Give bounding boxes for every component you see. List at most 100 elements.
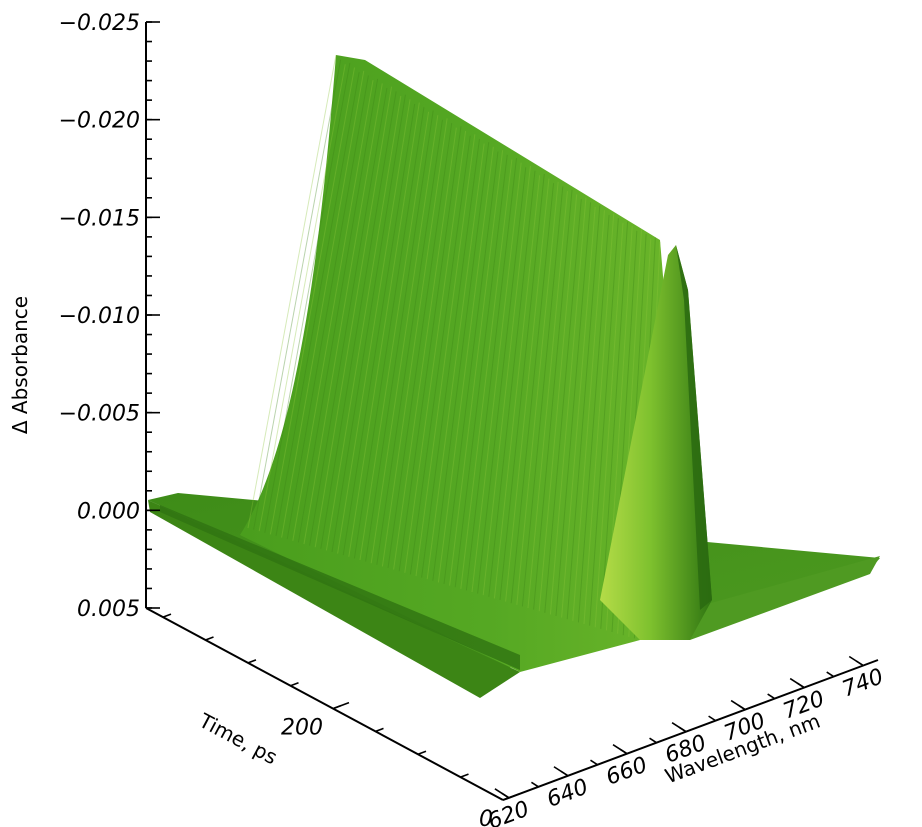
y-minor-tick <box>417 750 427 756</box>
surface-grid-line <box>348 102 420 557</box>
y-tick-label: 200 <box>281 716 323 741</box>
surface-grid-line <box>387 123 453 569</box>
surface-grid-line <box>454 154 508 588</box>
y-tick-label: 0 <box>479 807 493 827</box>
x-minor-tick <box>501 792 510 799</box>
y-axis-ticks: 0 200 <box>162 613 520 827</box>
surface-grid-line <box>421 138 480 578</box>
surface-grid-line <box>521 186 564 607</box>
surface-grid-lines <box>247 54 661 641</box>
surface-grid-line <box>577 214 610 623</box>
surface-grid-line <box>370 115 439 564</box>
surface-grid-line <box>549 197 587 615</box>
x-minor-tick <box>590 759 598 766</box>
surface-grid-line <box>594 222 624 628</box>
surface-ridge-shadow <box>676 245 712 610</box>
surface-grid-line <box>325 95 402 551</box>
surface-mesh <box>148 54 880 698</box>
z-axis-title: Δ Absorbance <box>8 296 32 434</box>
z-axis-ticks: 0.005 0.000 −0.005 −0.010 −0.015 −0.020 −0.025 <box>59 11 160 622</box>
y-minor-tick <box>162 613 172 618</box>
y-minor-tick <box>375 727 384 733</box>
surface-grid-line <box>482 165 531 596</box>
y-minor-tick <box>290 681 299 687</box>
surface-grid-line <box>264 62 351 533</box>
x-minor-tick <box>767 693 776 700</box>
surface-grid-line <box>449 150 504 586</box>
surface-grid-line <box>572 210 605 621</box>
surface-grid-line <box>269 67 356 535</box>
surface-grid-line <box>247 54 337 529</box>
y-axis-title: Time, ps <box>194 708 281 769</box>
surface-grid-line <box>404 130 467 573</box>
surface-grid-line <box>303 83 383 545</box>
surface-grid-line <box>342 103 416 556</box>
surface-grid-line <box>600 221 629 629</box>
z-tick-label: −0.025 <box>59 11 140 36</box>
surface-grid-line <box>353 107 425 559</box>
y-minor-tick <box>502 796 512 801</box>
surface-grid-line <box>432 142 490 581</box>
surface-grid-line <box>505 178 550 602</box>
surface-grid-line <box>258 64 346 532</box>
x-minor-tick <box>826 671 835 678</box>
x-tick-label: 640 <box>544 775 592 813</box>
x-tick-label: 620 <box>485 797 533 827</box>
axes: 0.005 0.000 −0.005 −0.010 −0.015 −0.020 −0.025… <box>59 11 887 827</box>
surface-grid-line <box>471 162 522 593</box>
surface-grid-line <box>465 158 518 591</box>
surface-grid-line <box>292 80 374 541</box>
surface-grid-line <box>398 126 462 572</box>
surface-grid-line <box>460 159 513 589</box>
surface-floor-front <box>148 500 520 698</box>
y-minor-tick <box>460 773 469 778</box>
surface-grid-line <box>477 167 527 594</box>
surface-grid-line <box>544 199 582 613</box>
surface-grid-line <box>376 119 443 565</box>
surface-grid-line <box>409 135 471 575</box>
surface-grid-line <box>533 189 573 610</box>
x-tick-label: 740 <box>839 664 887 702</box>
surface-grid-line <box>499 173 545 601</box>
x-axis-line <box>502 659 879 801</box>
surface-grid-line <box>331 94 406 553</box>
x-minor-tick <box>855 660 864 667</box>
surface-grid-line <box>589 218 619 626</box>
surface-grid-line <box>253 59 342 530</box>
surface-grid-line <box>561 206 596 618</box>
surface-grid-line <box>538 194 578 612</box>
surface-grid-line <box>583 213 615 625</box>
surface-ridge <box>600 245 712 640</box>
surface-floor-right <box>650 556 880 640</box>
z-tick-label: −0.020 <box>59 109 140 134</box>
x-minor-tick <box>531 781 539 788</box>
y-minor-tick <box>247 659 257 664</box>
surface-grid-line <box>415 134 476 577</box>
surface-grid-line <box>527 191 568 609</box>
y-minor-tick <box>205 636 214 641</box>
surface-grid-line <box>314 86 393 548</box>
surface-wall <box>240 55 690 672</box>
x-minor-tick <box>649 737 657 744</box>
x-minor-tick <box>619 748 628 755</box>
x-tick-label: 660 <box>603 753 651 791</box>
surface-grid-line <box>359 111 430 561</box>
x-minor-tick <box>678 726 687 733</box>
surface-grid-line <box>320 91 397 549</box>
surface-grid-line <box>437 146 494 583</box>
surface-grid-line <box>488 170 536 597</box>
surface-grid-line <box>555 202 592 617</box>
surface-grid-line <box>281 70 365 538</box>
z-tick-label: −0.015 <box>59 206 140 231</box>
surface-grid-line <box>510 183 555 604</box>
x-minor-tick <box>560 770 569 777</box>
z-tick-label: 0.005 <box>77 597 140 622</box>
surface-grid-line <box>443 151 499 585</box>
surface-grid-line <box>393 127 457 570</box>
surface-grid-line <box>381 118 448 567</box>
surface-grid-line <box>297 78 379 543</box>
x-minor-tick <box>737 704 746 711</box>
surface-grid-line <box>365 110 434 562</box>
